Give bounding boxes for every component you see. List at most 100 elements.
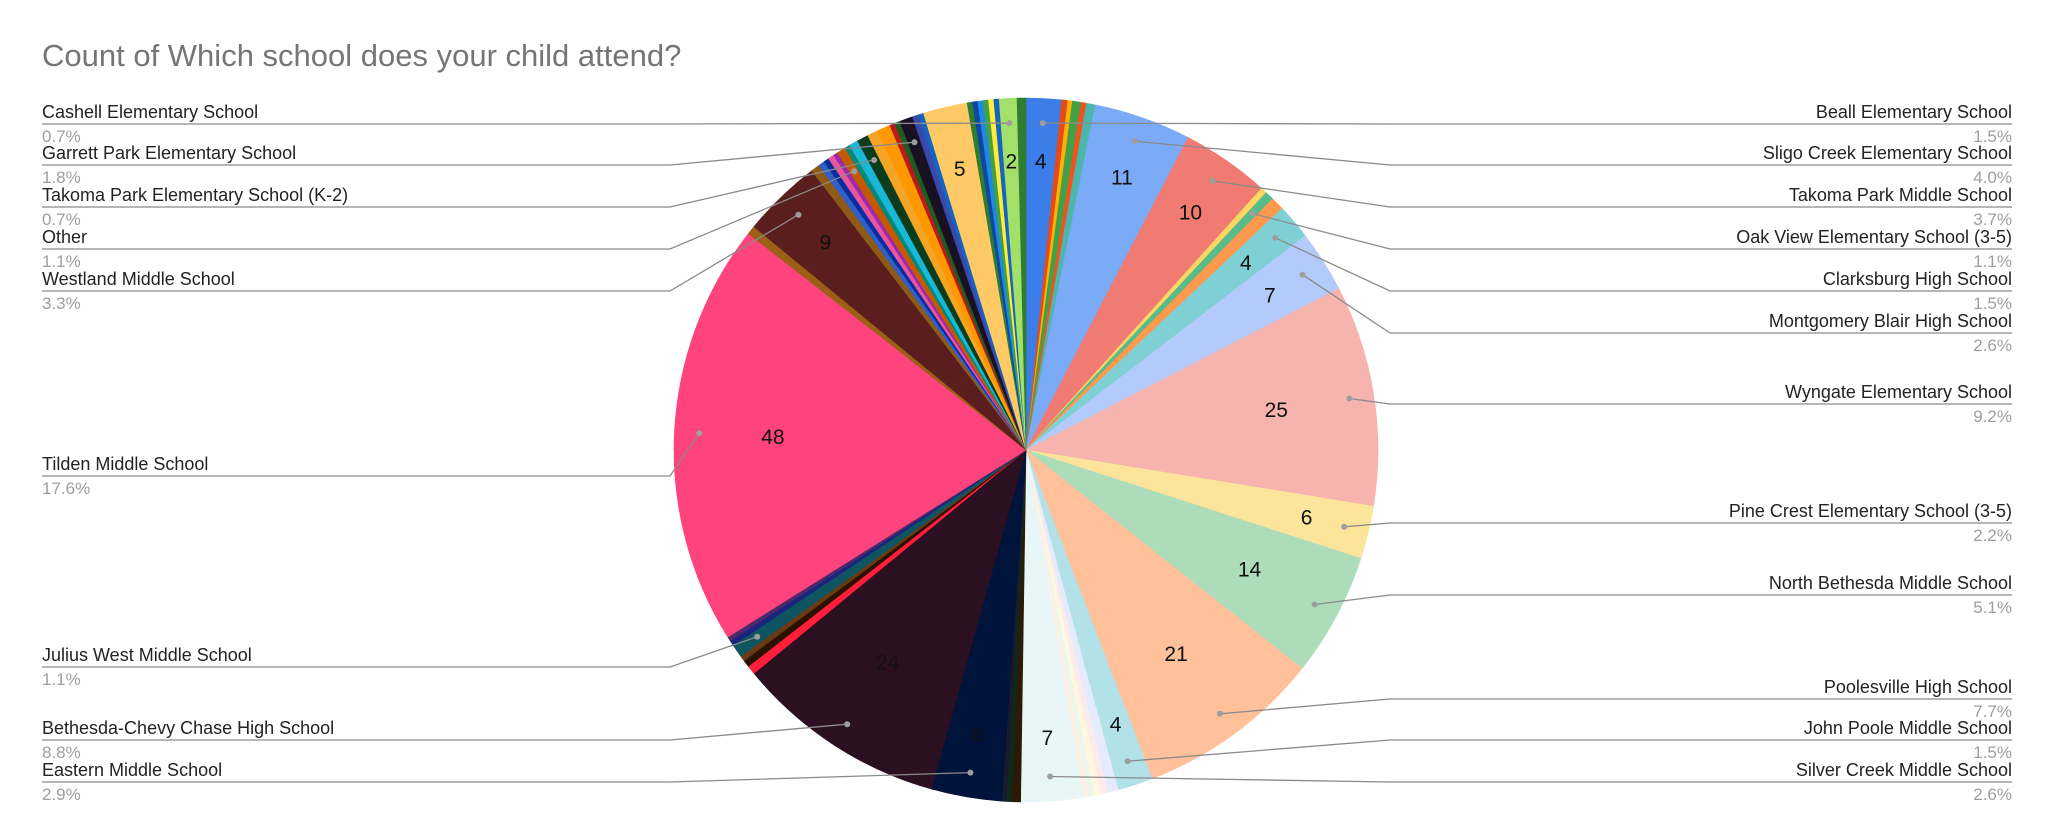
slice-value-label: 25 [1265,399,1288,422]
slice-label-percent: 1.1% [1973,252,2012,271]
slice-label-name: Other [42,227,87,247]
slice-label-percent: 0.7% [42,127,81,146]
slice-label-percent: 1.5% [1973,743,2012,762]
slice-label-name: Pine Crest Elementary School (3-5) [1729,501,2012,521]
slice-label-percent: 2.6% [1973,785,2012,804]
leader-dot [967,769,974,776]
leader-line [1314,594,2012,606]
slice-value-label: 7 [1264,284,1276,307]
leader-line [42,432,700,477]
leader-line [1275,237,2012,292]
slice-label-name: Takoma Park Elementary School (K-2) [42,185,348,205]
leader-line [42,723,848,741]
leader-line [42,122,1010,125]
slice-label-name: Tilden Middle School [42,454,208,474]
slice-label-name: Poolesville High School [1824,677,2012,697]
leader-dot [1249,210,1256,217]
leader-dot [1006,120,1013,127]
slice-label-name: Garrett Park Elementary School [42,143,296,163]
slice-label-percent: 1.8% [42,168,81,187]
leader-dot [1047,773,1054,780]
slice-label-name: Clarksburg High School [1823,269,2012,289]
slice-value-label: 11 [1111,167,1133,190]
leader-line [1302,274,2012,334]
leader-dot [1131,138,1138,145]
pie-slice-poolesville-high-school [1025,449,1303,779]
slice-value-label: 4 [1035,151,1047,174]
slice-label-percent: 1.5% [1973,127,2012,146]
pie-slice [1016,97,1027,451]
slice-label-name: Wyngate Elementary School [1785,382,2012,402]
slice-value-label: 48 [761,426,784,449]
leader-line [42,771,971,783]
slice-label-percent: 5.1% [1973,598,2012,617]
leader-dot [851,168,858,175]
slice-label-name: Montgomery Blair High School [1769,311,2012,331]
leader-dot [754,633,761,640]
slice-value-label: 7 [1041,727,1053,750]
slice-label-percent: 4.0% [1973,168,2012,187]
slice-label-name: Beall Elementary School [1816,102,2012,122]
leader-line [1134,140,2012,166]
slice-label-percent: 0.7% [42,210,81,229]
slice-value-label: 5 [954,158,966,181]
leader-dot [1272,234,1279,241]
slice-label-name: Takoma Park Middle School [1789,185,2012,205]
leader-dot [1299,271,1306,278]
slice-label-name: Westland Middle School [42,269,235,289]
leader-dot [1216,710,1223,717]
slice-value-label: 14 [1238,559,1262,582]
leader-lines [42,120,2012,783]
slice-label-percent: 2.6% [1973,336,2012,355]
leader-line [42,170,855,250]
leader-line [1349,397,2012,405]
slice-label-name: Cashell Elementary School [42,102,258,122]
leader-line [42,159,875,208]
pie-slices [673,97,1379,803]
leader-line [1212,180,2012,208]
leader-line [1127,739,2012,762]
leader-line [1042,122,2012,125]
slice-label-percent: 1.1% [42,670,81,689]
slice-label-name: John Poole Middle School [1804,718,2012,738]
slice-value-label: 10 [1179,202,1202,225]
slice-label-percent: 1.1% [42,252,81,271]
slice-label-percent: 9.2% [1973,407,2012,426]
slice-value-label: 4 [1110,713,1122,736]
slice-label-name: Bethesda-Chevy Chase High School [42,718,334,738]
leader-line [42,214,799,292]
slice-label-percent: 8.8% [42,743,81,762]
slice-value-label: 4 [1240,252,1252,275]
slice-label-name: Sligo Creek Elementary School [1763,143,2012,163]
leader-dot [1311,601,1318,608]
leader-dot [696,430,703,437]
slice-label-percent: 2.9% [42,785,81,804]
leader-dot [871,157,878,163]
slice-value-label: 24 [876,651,900,674]
slice-label-name: North Bethesda Middle School [1769,573,2012,593]
leader-dot [1039,120,1046,127]
leader-dot [1346,395,1353,402]
leader-line [1252,212,2012,250]
leader-dot [1209,177,1216,184]
leader-dot [1341,523,1348,530]
slice-value-label: 21 [1164,643,1187,666]
slice-label-percent: 1.5% [1973,294,2012,313]
leader-line [1219,698,2012,715]
leader-dot [1124,758,1131,765]
slice-label-percent: 7.7% [1973,702,2012,721]
slice-label-name: Eastern Middle School [42,760,222,780]
slice-label-name: Julius West Middle School [42,645,252,665]
leader-line [42,636,758,668]
leader-line [42,141,915,166]
slice-label-percent: 17.6% [42,479,90,498]
leader-dot [844,721,851,728]
chart-title: Count of Which school does your child at… [42,38,681,73]
slice-label-percent: 3.7% [1973,210,2012,229]
pie-slice-bethesda-chevy-chase-high-school [753,449,1027,790]
slice-label-percent: 3.3% [42,294,81,313]
leader-line [1050,775,2012,783]
leader-dot [795,211,802,218]
